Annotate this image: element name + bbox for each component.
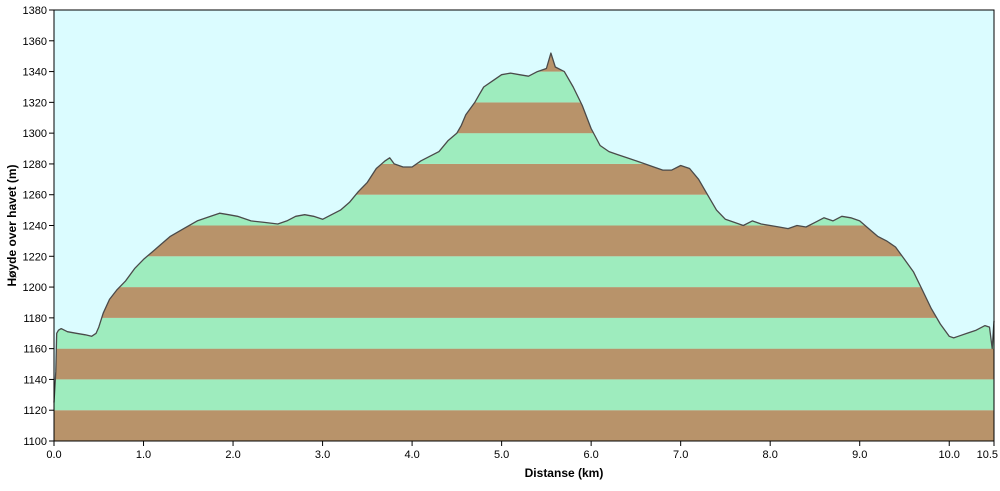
y-tick-label: 1320 bbox=[23, 97, 47, 109]
elevation-band bbox=[54, 225, 994, 257]
x-tick-label: 9.0 bbox=[852, 449, 867, 461]
y-tick-label: 1380 bbox=[23, 5, 47, 17]
x-tick-label: 7.0 bbox=[673, 449, 688, 461]
x-tick-label: 2.0 bbox=[225, 449, 240, 461]
y-tick-label: 1340 bbox=[23, 67, 47, 79]
elevation-profile-line bbox=[53, 52, 995, 403]
elevation-band bbox=[54, 256, 994, 288]
elevation-band bbox=[54, 410, 994, 441]
y-tick-label: 1360 bbox=[23, 36, 47, 48]
y-tick-label: 1220 bbox=[23, 251, 47, 263]
y-tick-label: 1120 bbox=[23, 405, 47, 417]
elevation-band bbox=[54, 317, 994, 349]
y-axis-title: Høyde over havet (m) bbox=[5, 164, 19, 286]
y-tick-label: 1280 bbox=[23, 159, 47, 171]
x-axis: 0.0 1.0 2.0 3.0 4.0 5.0 6.0 7.0 8.0 9.0 10.0 10.5 bbox=[46, 441, 998, 461]
x-tick-label: 1.0 bbox=[136, 449, 151, 461]
elevation-band bbox=[54, 348, 994, 380]
elevation-band bbox=[54, 379, 994, 411]
y-tick-label: 1200 bbox=[23, 282, 47, 294]
y-tick-label: 1260 bbox=[23, 190, 47, 202]
x-tick-label: 10.5 bbox=[977, 449, 998, 461]
x-tick-label: 0.0 bbox=[46, 449, 61, 461]
x-tick-label: 5.0 bbox=[494, 449, 509, 461]
y-axis: 1100 1120 1140 1160 1180 1200 1220 1240 1260 1280… bbox=[23, 5, 54, 448]
elevation-band bbox=[54, 287, 994, 318]
x-tick-label: 8.0 bbox=[763, 449, 778, 461]
y-tick-label: 1140 bbox=[23, 374, 47, 386]
y-tick-label: 1240 bbox=[23, 221, 47, 233]
x-tick-label: 4.0 bbox=[404, 449, 419, 461]
y-tick-label: 1180 bbox=[23, 313, 47, 325]
x-axis-title: Distanse (km) bbox=[525, 466, 604, 480]
x-tick-label: 3.0 bbox=[315, 449, 330, 461]
y-tick-label: 1160 bbox=[23, 344, 47, 356]
x-tick-label: 6.0 bbox=[583, 449, 598, 461]
x-tick-label: 10.0 bbox=[939, 449, 960, 461]
y-tick-label: 1100 bbox=[23, 436, 47, 448]
y-tick-label: 1300 bbox=[23, 128, 47, 140]
